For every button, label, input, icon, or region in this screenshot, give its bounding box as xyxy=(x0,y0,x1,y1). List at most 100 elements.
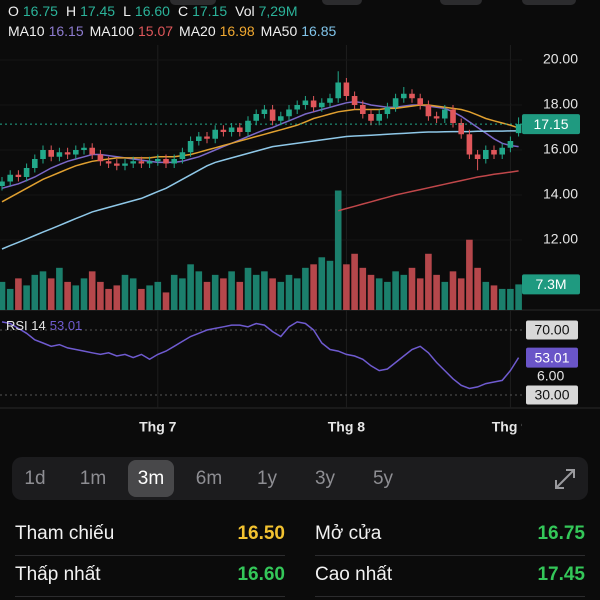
volume-bar xyxy=(367,274,375,310)
stat-value: 16.75 xyxy=(537,523,585,544)
stat-value: 16.50 xyxy=(237,523,285,544)
candle-body xyxy=(327,98,333,103)
candle-body xyxy=(7,174,13,182)
volume-bar xyxy=(449,271,457,310)
rsi-last-tag xyxy=(526,347,578,368)
volume-bar xyxy=(88,271,96,310)
axes: 20.00 18.00 16.00 14.00 12.00 17.15 7.3M 70.00 3… xyxy=(522,51,580,405)
period-tab[interactable]: 1m xyxy=(79,468,107,489)
plot-area: Thg 7 Thg 8 Thg 9 xyxy=(0,45,522,435)
y-tick-label: 16.00 xyxy=(543,141,578,157)
volume-bar xyxy=(236,281,244,310)
candle-body xyxy=(204,136,210,139)
stat-row: Tham chiếu 16.50 xyxy=(15,515,285,556)
legend: RSI 14 53.01 O 16.75 H 17.45 L 16.60 C 17.15 Vol 7,… xyxy=(6,3,336,334)
volume-bar xyxy=(244,267,252,310)
volume-bar xyxy=(23,285,30,310)
candle-body xyxy=(343,82,350,96)
volume-bar xyxy=(515,284,522,310)
rsi-level-label: 30.00 xyxy=(534,387,569,403)
period-tab[interactable]: 3y xyxy=(314,468,336,489)
volume-bar xyxy=(375,278,383,310)
candle-body xyxy=(351,96,358,105)
period-tab[interactable]: 1d xyxy=(24,468,46,489)
candle-body xyxy=(48,150,54,157)
stat-row: Cao nhất 17.45 xyxy=(315,556,585,597)
candle-body xyxy=(442,109,448,119)
top-button[interactable] xyxy=(170,0,216,5)
expand-icon[interactable] xyxy=(550,464,580,494)
x-tick-label: Thg 8 xyxy=(328,419,366,435)
volume-bar xyxy=(392,271,399,310)
candle-body xyxy=(196,136,202,141)
volume-bar xyxy=(179,278,186,310)
stat-label: Cao nhất xyxy=(315,564,393,585)
y-tick-label: 14.00 xyxy=(543,186,578,202)
candle-body xyxy=(73,150,79,155)
volume-bar xyxy=(162,292,170,310)
candle-body xyxy=(171,159,177,164)
candle-body xyxy=(253,114,259,121)
candle-body xyxy=(261,109,268,114)
candle-body xyxy=(114,163,120,166)
ohlc-key: Vol xyxy=(235,3,254,19)
volume-bar xyxy=(466,239,473,310)
candle-body xyxy=(89,147,95,155)
top-button[interactable] xyxy=(440,0,482,5)
ohlc-key: O xyxy=(8,3,19,19)
ma-name: MA10 xyxy=(8,23,45,39)
volume-bar xyxy=(154,281,162,310)
top-button[interactable] xyxy=(322,0,362,5)
volume-bar xyxy=(490,285,498,310)
top-button[interactable] xyxy=(522,0,576,5)
volume-bar xyxy=(170,274,178,310)
candle-body xyxy=(187,141,194,153)
period-tab[interactable]: 1y xyxy=(256,468,278,489)
volume-bar xyxy=(334,190,342,310)
candle-body xyxy=(401,93,407,99)
candle-body xyxy=(319,102,325,108)
period-tab[interactable]: 3m xyxy=(128,460,174,497)
period-tab[interactable]: 6m xyxy=(195,468,223,489)
ma-name: MA50 xyxy=(261,23,298,39)
ma-legend: MA10 16.15 MA100 15.07 MA20 16.98 MA50 16.85 xyxy=(8,23,336,39)
stat-label: Tham chiếu xyxy=(15,523,115,544)
rsi-legend-part: 53.01 xyxy=(50,318,83,333)
volume-bar xyxy=(129,278,137,310)
candle-body xyxy=(122,163,128,166)
stat-row: Thấp nhất 16.60 xyxy=(15,556,285,597)
candle-body xyxy=(40,150,46,159)
stat-label: Mở cửa xyxy=(315,523,382,544)
volume-bar xyxy=(425,253,432,310)
stat-row: Mở cửa 16.75 xyxy=(315,515,585,556)
volume-bar xyxy=(457,278,465,310)
stat-label: Thấp nhất xyxy=(15,564,101,585)
volume-bar xyxy=(252,274,260,310)
candle-body xyxy=(56,152,63,157)
rsi-last-label: 53.01 xyxy=(534,349,569,365)
volume-bar xyxy=(47,278,55,310)
candle-body xyxy=(15,174,22,177)
candle-body xyxy=(286,109,292,117)
candle-body xyxy=(237,127,243,132)
moving-average-line xyxy=(337,170,519,212)
y-tick-label: 12.00 xyxy=(543,231,578,247)
rsi-legend-part: RSI 14 xyxy=(6,318,46,333)
candle-body xyxy=(384,107,391,114)
volume-bar xyxy=(6,288,14,310)
period-tab[interactable]: 5y xyxy=(372,468,394,489)
ma-name: MA100 xyxy=(90,23,135,39)
volume-bar xyxy=(318,257,326,310)
ohlc-value: 16.60 xyxy=(135,3,170,19)
candle-body xyxy=(228,127,235,132)
candle-body xyxy=(278,116,284,121)
ohlc-legend: O 16.75 H 17.45 L 16.60 C 17.15 Vol 7,29M xyxy=(8,3,298,19)
rsi-level-tag xyxy=(526,320,578,340)
candle-body xyxy=(392,98,399,108)
ohlc-value: 16.75 xyxy=(23,3,58,19)
volume-bar xyxy=(343,264,350,310)
last-price-label: 17.15 xyxy=(533,116,568,132)
candle-body xyxy=(302,100,309,105)
candle-body xyxy=(360,105,366,114)
